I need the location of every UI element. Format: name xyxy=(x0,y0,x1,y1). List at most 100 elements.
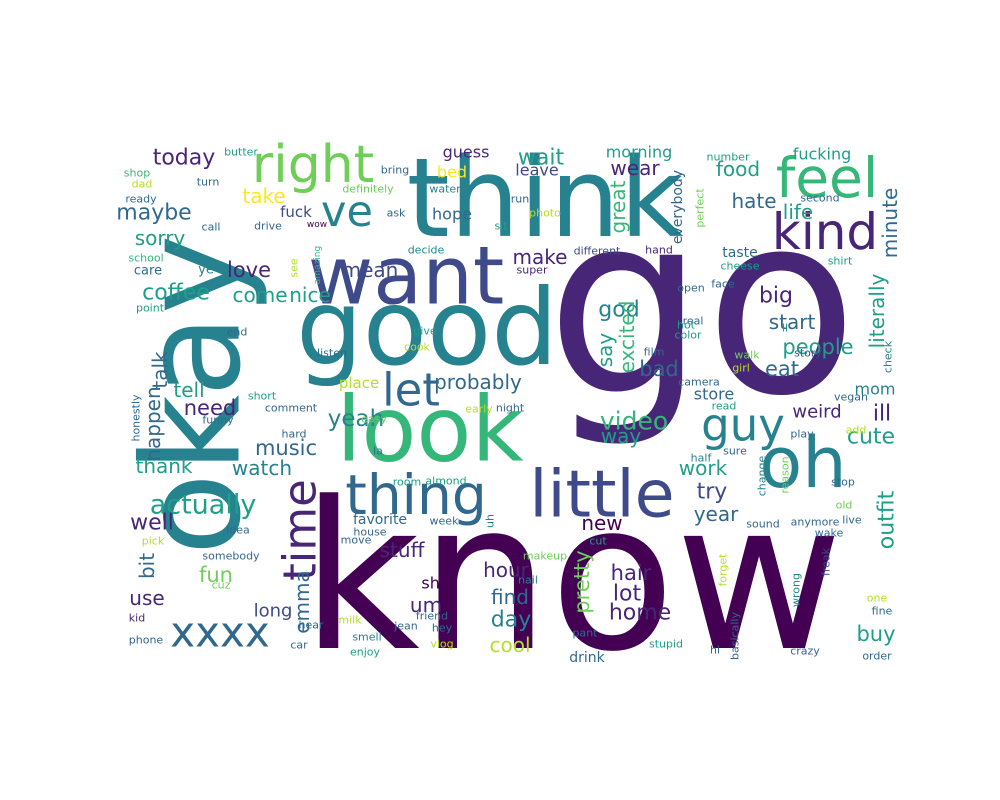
word-turn: turn xyxy=(197,176,220,189)
word-week: week xyxy=(430,515,460,528)
word-today: today xyxy=(153,146,216,171)
word-comment: comment xyxy=(265,402,318,415)
word-stuff: stuff xyxy=(380,538,426,562)
word-music: music xyxy=(255,436,317,460)
word-sound: sound xyxy=(746,518,779,531)
word-leave: leave xyxy=(515,161,558,180)
word-butter: butter xyxy=(224,146,258,159)
word-cut: cut xyxy=(589,535,607,548)
word-weird: weird xyxy=(792,402,841,423)
word-go: go xyxy=(546,160,858,451)
word-time: time xyxy=(274,479,327,581)
word-oh: oh xyxy=(759,422,846,504)
word-open: open xyxy=(677,282,704,295)
word-guy: guy xyxy=(701,399,785,452)
word-hear: hear xyxy=(298,619,323,632)
word-fine: fine xyxy=(872,605,893,618)
word-guess: guess xyxy=(443,143,490,162)
word-dad: dad xyxy=(132,178,153,191)
word-good: good xyxy=(296,267,558,389)
word-people: people xyxy=(782,335,853,359)
word-early: early xyxy=(465,403,493,416)
word-mean: mean xyxy=(342,258,399,282)
word-yeah: yeah xyxy=(328,406,384,432)
word-great: great xyxy=(606,180,630,233)
word-start: start xyxy=(769,310,816,334)
word-ill: ill xyxy=(873,402,891,427)
word-know: know xyxy=(301,459,843,697)
word-hour: hour xyxy=(483,558,530,582)
word-vlog: vlog xyxy=(430,638,453,651)
word-literally: literally xyxy=(865,273,889,348)
word-super: super xyxy=(517,264,548,277)
word-kind: kind xyxy=(772,203,878,261)
word-probably: probably xyxy=(434,370,522,394)
word-god: god xyxy=(598,298,639,323)
word-face: face xyxy=(711,278,735,291)
word-bad: bad xyxy=(639,357,679,381)
word-ve: ve xyxy=(321,187,373,237)
word-photo: photo xyxy=(529,207,561,220)
word-easy: easy xyxy=(361,413,387,426)
word-buy: buy xyxy=(856,622,895,646)
word-hand: hand xyxy=(645,244,673,257)
word-see: see xyxy=(288,258,301,277)
word-hey: hey xyxy=(432,622,453,635)
word-okay: okay xyxy=(114,234,271,555)
word-feel: feel xyxy=(776,146,878,210)
word-short: short xyxy=(248,390,277,403)
word-thing: thing xyxy=(345,463,486,527)
word-well: well xyxy=(130,511,174,536)
word-play: play xyxy=(790,428,814,441)
word-drive: drive xyxy=(254,220,282,233)
word-uh: uh xyxy=(484,514,497,528)
word-make: make xyxy=(513,245,568,269)
word-phone: phone xyxy=(129,634,164,647)
word-wear: wear xyxy=(610,156,660,180)
word-fun: fun xyxy=(199,563,233,587)
word-hard: hard xyxy=(281,428,306,441)
word-house: house xyxy=(353,526,386,539)
word-check: check xyxy=(882,340,895,373)
word-order: order xyxy=(862,650,892,663)
word-mom: mom xyxy=(855,380,896,399)
word-story: story xyxy=(794,347,822,360)
word-let: let xyxy=(382,364,440,417)
word-hate: hate xyxy=(731,189,776,213)
word-year: year xyxy=(694,502,739,526)
word-reason: reason xyxy=(779,456,792,493)
word-food: food xyxy=(716,157,760,181)
word-call: call xyxy=(202,221,221,234)
word-pretty: pretty xyxy=(570,550,594,613)
word-car: car xyxy=(290,639,308,652)
word-give: give xyxy=(413,325,437,338)
word-definitely: definitely xyxy=(342,183,394,196)
word-amazing: amazing xyxy=(313,246,323,284)
word-enjoy: enjoy xyxy=(350,646,381,659)
word-day: day xyxy=(491,608,531,633)
word-look: look xyxy=(336,378,523,483)
word-care: care xyxy=(134,264,162,279)
word-sure: sure xyxy=(723,445,747,458)
word-find: find xyxy=(491,585,529,609)
word-ask: ask xyxy=(387,207,406,220)
word-outfit: outfit xyxy=(875,490,900,549)
word-hot: hot xyxy=(677,319,696,332)
word-lot: lot xyxy=(613,582,642,607)
word-watch: watch xyxy=(232,456,292,480)
word-shirt: shirt xyxy=(828,255,853,268)
word-everybody: everybody xyxy=(670,170,686,244)
word-vegan: vegan xyxy=(834,391,868,404)
word-cook: cook xyxy=(404,341,431,354)
word-fuck: fuck xyxy=(280,203,312,221)
word-bit: bit xyxy=(135,553,159,579)
word-maybe: maybe xyxy=(116,201,191,226)
word-cute: cute xyxy=(847,425,895,450)
word-eat: eat xyxy=(765,357,799,381)
word-number: number xyxy=(707,151,750,164)
word-la: la xyxy=(373,445,383,458)
word-old: old xyxy=(836,499,853,512)
word-shop: shop xyxy=(124,167,150,180)
word-sorry: sorry xyxy=(135,226,186,250)
word-cool: cool xyxy=(489,633,530,657)
